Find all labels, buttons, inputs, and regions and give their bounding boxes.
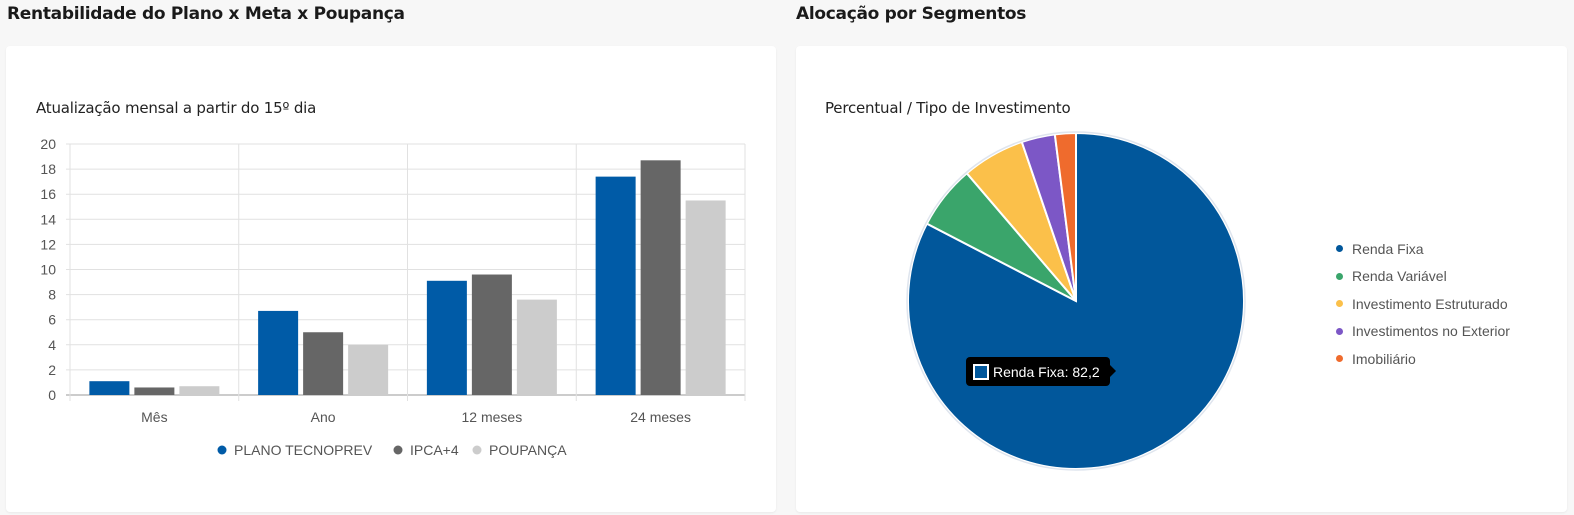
legend-label: PLANO TECNOPREV (234, 442, 373, 458)
legend-label: Investimento Estruturado (1352, 295, 1508, 312)
bar-plano-tecnoprev-3 (595, 176, 636, 395)
y-tick-label: 0 (48, 387, 56, 403)
legend-label: Renda Variável (1352, 268, 1447, 285)
bar-section-title: Rentabilidade do Plano x Meta x Poupança (7, 4, 405, 24)
bar-poupan-a-1 (348, 344, 389, 395)
y-tick-label: 18 (40, 161, 56, 177)
legend-item: Renda Fixa (1336, 235, 1510, 263)
legend-dot-icon (393, 445, 403, 455)
legend-dot-icon (1336, 245, 1343, 253)
y-tick-label: 10 (40, 262, 56, 278)
y-tick-label: 20 (40, 136, 56, 152)
legend-item: Renda Variável (1336, 263, 1510, 291)
legend-label: Investimentos no Exterior (1352, 323, 1510, 340)
bar-chart-title: Atualização mensal a partir do 15º dia (36, 99, 317, 117)
tooltip-text: Renda Fixa: 82,2 (993, 363, 1100, 380)
pie-section-title: Alocação por Segmentos (796, 4, 1027, 24)
y-tick-label: 4 (48, 337, 56, 353)
legend-item: Investimentos no Exterior (1336, 318, 1510, 346)
bar-poupan-a-0 (179, 386, 220, 395)
legend-item: Imobiliário (1336, 345, 1510, 373)
legend-label: IPCA+4 (410, 442, 459, 458)
x-tick-label: 12 meses (462, 409, 523, 425)
bar-chart: 0 2 4 6 8 10 12 14 16 18 20 Mês Ano 12 meses 24 meses P… (40, 136, 746, 458)
legend-dot-icon (472, 445, 482, 455)
legend-dot-icon (1336, 300, 1343, 308)
bar-ipca-4-3 (640, 160, 681, 395)
y-tick-label: 14 (40, 211, 56, 227)
y-tick-label: 6 (48, 312, 56, 328)
bar-chart-card: Atualização mensal a partir do 15º dia 0… (6, 46, 776, 512)
y-tick-label: 16 (40, 186, 56, 202)
legend-dot-icon (217, 445, 227, 455)
legend-dot-icon (1336, 272, 1343, 280)
legend-dot-icon (1336, 327, 1343, 335)
x-tick-label: Ano (311, 409, 336, 425)
x-tick-label: Mês (141, 409, 167, 425)
bar-poupan-a-2 (516, 299, 557, 395)
bar-poupan-a-3 (685, 200, 726, 395)
pie-chart-title: Percentual / Tipo de Investimento (825, 99, 1071, 117)
legend-dot-icon (1336, 355, 1343, 363)
bar-plano-tecnoprev-1 (258, 310, 299, 395)
pie-chart-card: Percentual / Tipo de Investimento Renda … (796, 46, 1567, 512)
legend-label: Renda Fixa (1352, 240, 1424, 257)
legend-item: Investimento Estruturado (1336, 290, 1510, 318)
x-tick-label: 24 meses (630, 409, 691, 425)
bar-ipca-4-0 (134, 387, 175, 395)
pie-slice-imobiliario (1053, 131, 1077, 302)
tooltip-swatch-icon (973, 363, 989, 380)
bar-plano-tecnoprev-2 (426, 280, 467, 395)
y-tick-label: 12 (40, 236, 56, 252)
bar-plano-tecnoprev-0 (89, 381, 130, 395)
pie-tooltip: Renda Fixa: 82,2 (966, 357, 1116, 386)
legend-label: Imobiliário (1352, 350, 1416, 367)
y-tick-label: 8 (48, 287, 56, 303)
bar-ipca-4-1 (303, 332, 344, 395)
pie-legend: Renda Fixa Renda Variável Investimento Est… (1336, 235, 1510, 373)
bar-ipca-4-2 (471, 274, 512, 395)
legend-label: POUPANÇA (489, 442, 567, 458)
pie-outline (906, 131, 1246, 471)
y-tick-label: 2 (48, 362, 56, 378)
